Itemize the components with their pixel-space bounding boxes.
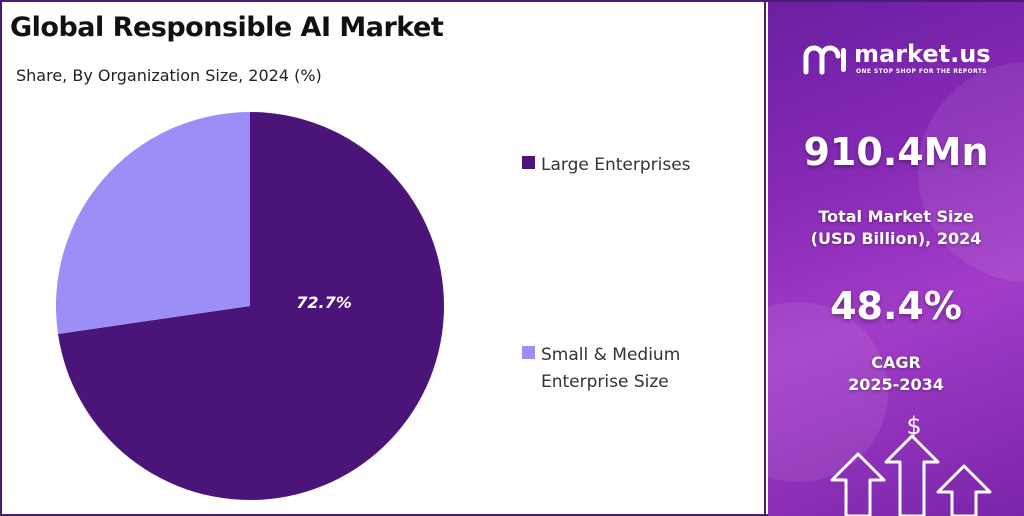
up-arrow-icon: [830, 452, 886, 516]
market-size-label: Total Market Size (USD Billion), 2024: [810, 207, 982, 248]
pie-slices: [55, 112, 445, 500]
dollar-icon: $: [906, 412, 922, 440]
up-arrow-icon: [884, 434, 940, 516]
legend-swatch: [522, 346, 535, 359]
up-arrow-icon: [936, 464, 992, 516]
chart-panel: Global Responsible AI Market Share, By O…: [2, 2, 766, 514]
pie-data-label: 72.7%: [296, 293, 352, 312]
page-title: Global Responsible AI Market: [10, 12, 444, 43]
cagr-value: 48.4%: [830, 284, 962, 328]
pie-chart: 72.7%: [55, 112, 445, 500]
pie-data-labels: 72.7%: [296, 293, 352, 312]
logo-icon: [803, 45, 846, 75]
legend-label: Large Enterprises: [541, 155, 691, 175]
chart-subtitle: Share, By Organization Size, 2024 (%): [16, 66, 322, 85]
summary-sidebar: market.us ONE STOP SHOP FOR THE REPORTS …: [768, 2, 1024, 516]
logo-name: market.us: [854, 40, 991, 68]
legend-swatch: [522, 156, 535, 169]
pie-slice: [58, 112, 445, 500]
market-size-value: 910.4Mn: [803, 130, 989, 174]
legend-label: Small & Medium Enterprise Size: [541, 345, 681, 392]
pie-slice: [55, 112, 250, 334]
market-us-logo: market.us ONE STOP SHOP FOR THE REPORTS: [802, 40, 1002, 80]
cagr-label: CAGR 2025-2034: [848, 353, 944, 394]
logo-tagline: ONE STOP SHOP FOR THE REPORTS: [856, 68, 988, 75]
